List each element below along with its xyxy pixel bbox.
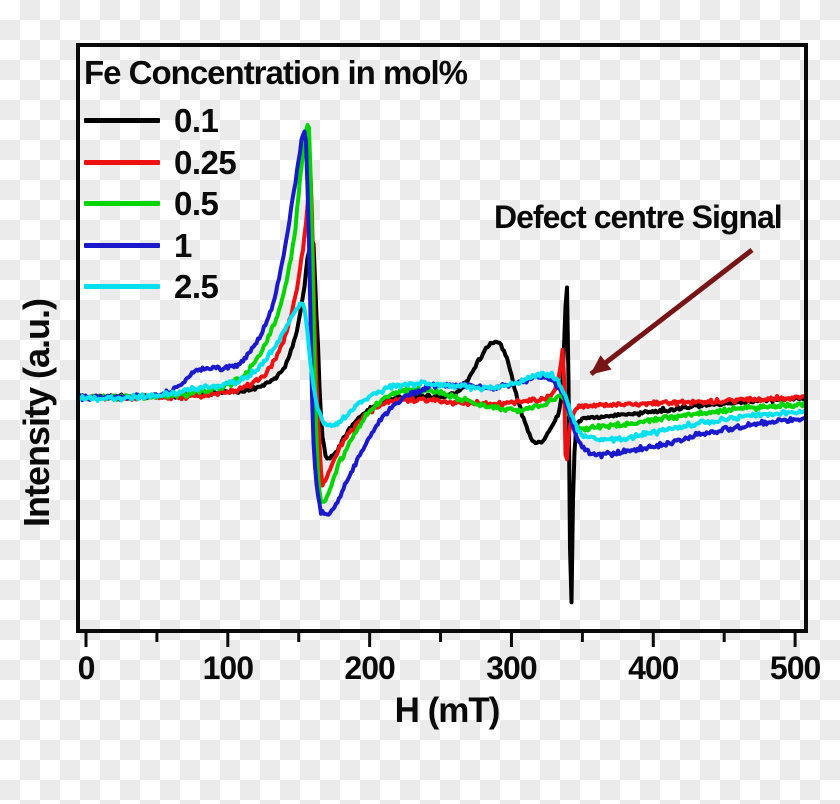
legend-label: 2.5	[174, 268, 219, 306]
legend-swatch-0.1	[84, 118, 160, 124]
x-axis-label: H (mT)	[394, 691, 501, 730]
legend-rows: 0.1 0.25 0.5 1 2.5	[84, 100, 467, 308]
defect-centre-annotation: Defect centre Signal	[494, 199, 783, 235]
x-tick-label: 100	[202, 650, 254, 686]
legend-row: 0.25	[84, 142, 467, 184]
legend-row: 0.1	[84, 100, 467, 142]
legend-row: 1	[84, 225, 467, 267]
legend-label: 0.5	[174, 185, 219, 223]
legend-swatch-2.5	[84, 284, 160, 290]
series-curve-2.5	[76, 301, 806, 444]
x-tick-label: 300	[486, 650, 537, 686]
annotation-arrow	[589, 248, 754, 376]
spectra-curves	[76, 123, 806, 605]
x-tick-label: 400	[628, 650, 679, 686]
plot-frame	[76, 43, 808, 633]
legend-title: Fe Concentration in mol%	[84, 54, 468, 91]
legend-row: 0.5	[84, 183, 467, 225]
legend-swatch-0.25	[84, 159, 160, 165]
x-tick-label: 0	[77, 650, 96, 686]
x-tick-label: 200	[344, 650, 395, 686]
legend-label: 1	[174, 226, 192, 264]
legend-row: 2.5	[84, 266, 467, 308]
y-axis-label: Intensity (a.u.)	[16, 298, 57, 528]
series-curve-0.5	[76, 123, 806, 504]
legend: Fe Concentration in mol% 0.1 0.25 0.5 1 …	[84, 54, 468, 308]
legend-label: 0.25	[174, 143, 237, 181]
x-tick-label: 500	[769, 650, 821, 686]
x-axis-ticks	[84, 633, 797, 647]
legend-swatch-0.5	[84, 201, 160, 207]
legend-label: 0.1	[174, 102, 219, 140]
legend-swatch-1	[84, 242, 160, 248]
